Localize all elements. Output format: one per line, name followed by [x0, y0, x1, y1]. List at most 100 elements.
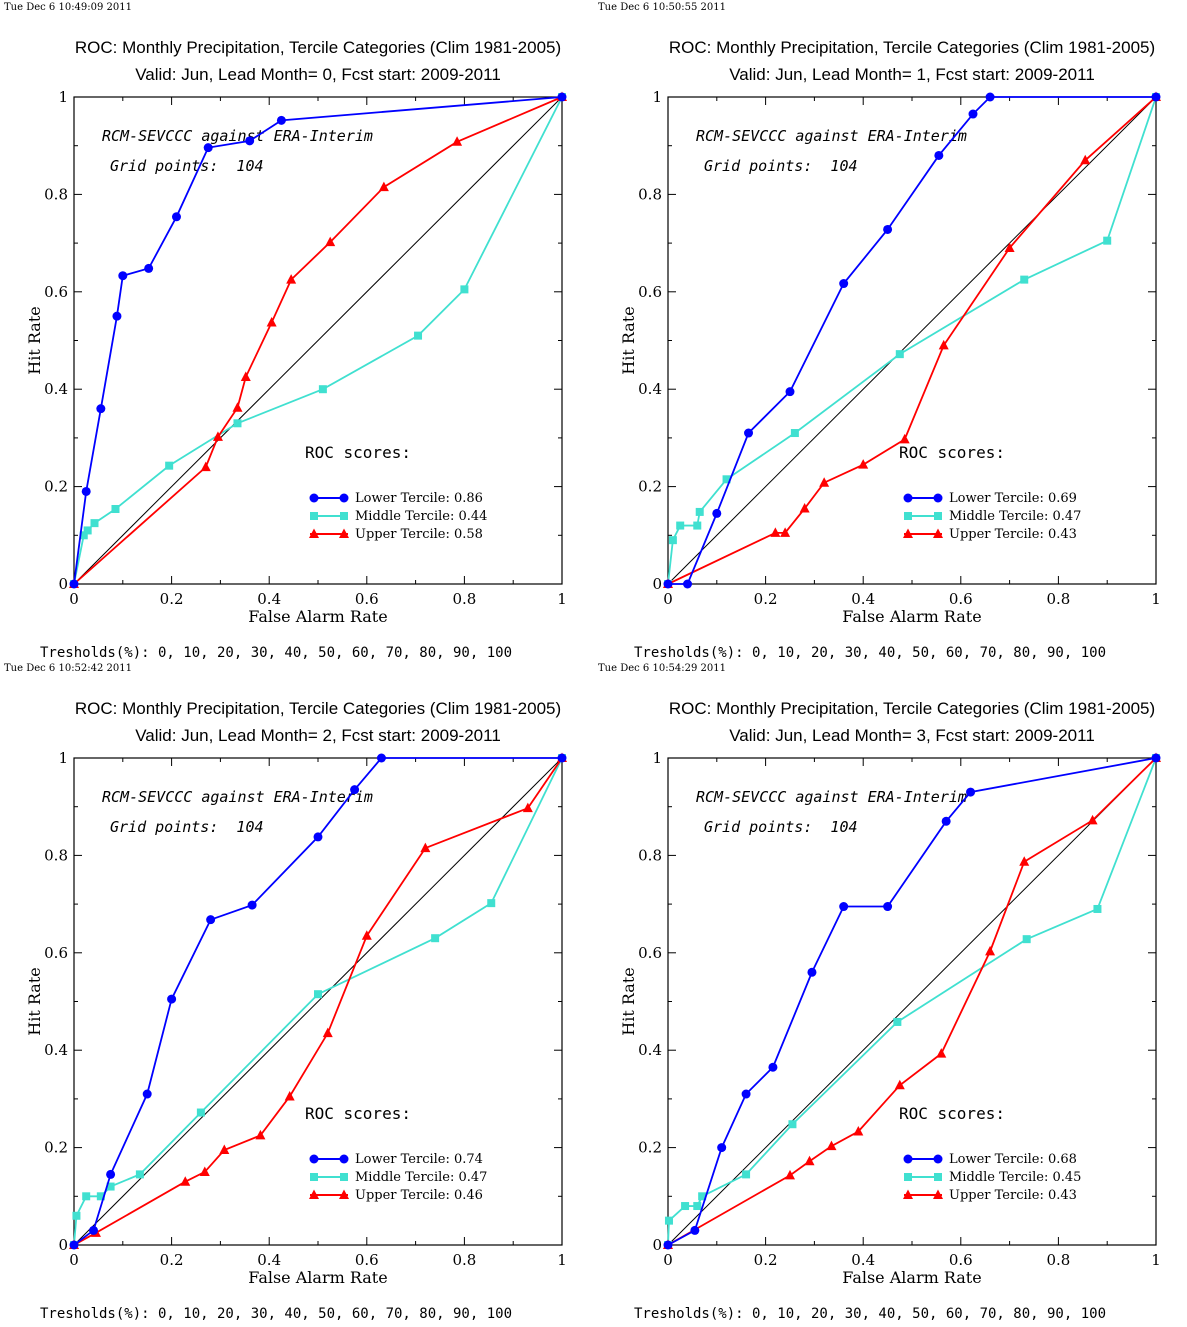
middle-tercile-point	[318, 385, 327, 394]
y-tick-label: 0	[58, 1236, 68, 1254]
middle-tercile-point	[106, 1182, 115, 1191]
middle-tercile-point	[460, 285, 469, 294]
y-axis-label: Hit Rate	[25, 306, 44, 374]
x-tick-label: 0.4	[851, 1251, 875, 1269]
upper-tercile-point	[1004, 242, 1015, 252]
upper-tercile-point	[284, 1090, 295, 1101]
lower-tercile-point	[941, 816, 951, 826]
lower-tercile-point	[167, 994, 177, 1004]
lower-tercile-point	[106, 1169, 116, 1179]
middle-tercile-point	[893, 1017, 902, 1026]
upper-tercile-point	[420, 842, 431, 853]
x-tick-label: 0.8	[452, 1251, 476, 1269]
upper-tercile-point	[286, 274, 297, 284]
middle-tercile-point	[895, 350, 904, 359]
upper-tercile-point	[1087, 814, 1098, 825]
middle-tercile-point	[165, 461, 174, 470]
upper-tercile-point	[322, 1027, 333, 1038]
legend-lower-tercile-marker	[933, 493, 943, 503]
x-tick-label: 0	[69, 590, 79, 608]
lower-tercile-point	[557, 92, 567, 102]
y-tick-label: 0.2	[638, 1139, 662, 1157]
x-tick-label: 0.2	[160, 590, 184, 608]
annotation-source: RCM-SEVCCC against ERA-Interim	[102, 127, 373, 145]
timestamp: Tue Dec 6 10:52:42 2011	[4, 663, 132, 674]
y-tick-label: 0.4	[638, 380, 662, 398]
legend-lower-tercile-marker	[903, 493, 913, 503]
lower-tercile-point	[966, 787, 976, 797]
upper-tercile-point	[452, 136, 463, 146]
legend-upper-tercile-marker	[903, 528, 913, 538]
middle-tercile-point	[135, 1170, 144, 1179]
upper-tercile-point	[785, 1169, 795, 1180]
y-tick-label: 0.8	[638, 185, 662, 203]
legend-middle-tercile-marker	[310, 1173, 318, 1181]
y-tick-label: 0.8	[44, 185, 68, 203]
upper-tercile-point	[858, 459, 869, 469]
upper-tercile-point	[899, 433, 910, 444]
upper-tercile-point	[936, 1048, 947, 1058]
lower-tercile-point	[69, 579, 79, 589]
lower-tercile-point	[663, 1240, 673, 1250]
legend-middle-tercile-label: Middle Tercile: 0.45	[949, 1170, 1081, 1185]
y-axis-label: Hit Rate	[25, 967, 44, 1035]
y-tick-label: 0.2	[44, 1139, 68, 1157]
legend-middle-tercile-marker	[340, 1173, 348, 1181]
x-axis-label: False Alarm Rate	[248, 607, 387, 626]
legend-lower-tercile-marker	[933, 1154, 943, 1164]
lower-tercile-point	[118, 271, 128, 281]
y-tick-label: 0.6	[638, 283, 662, 301]
timestamp: Tue Dec 6 10:54:29 2011	[598, 663, 726, 674]
y-tick-label: 1	[58, 749, 68, 767]
x-tick-label: 1	[557, 1251, 567, 1269]
legend-upper-tercile-marker	[309, 1189, 319, 1199]
x-tick-label: 0.8	[1046, 590, 1070, 608]
lower-tercile-point	[768, 1062, 778, 1072]
lower-tercile-point	[171, 212, 181, 222]
middle-tercile-point	[676, 521, 685, 530]
legend-upper-tercile-marker	[309, 528, 319, 538]
annotation-grid-points: Grid points: 104	[704, 818, 858, 836]
y-axis-label: Hit Rate	[619, 967, 638, 1035]
legend-middle-tercile-label: Middle Tercile: 0.47	[355, 1170, 487, 1185]
y-tick-label: 0	[652, 1236, 662, 1254]
upper-tercile-line	[73, 757, 563, 1246]
x-tick-label: 1	[1151, 1251, 1161, 1269]
lower-tercile-point	[744, 428, 754, 438]
x-tick-label: 1	[1151, 590, 1161, 608]
legend-upper-tercile-marker	[339, 528, 349, 538]
y-tick-label: 0.8	[638, 846, 662, 864]
upper-tercile-point	[894, 1079, 905, 1090]
chart-title: ROC: Monthly Precipitation, Tercile Cate…	[669, 699, 1155, 718]
lower-tercile-point	[883, 902, 893, 912]
lower-tercile-point	[276, 115, 286, 125]
legend-middle-tercile-label: Middle Tercile: 0.47	[949, 509, 1081, 524]
legend-lower-tercile-marker	[339, 493, 349, 503]
legend-lower-tercile-marker	[309, 493, 319, 503]
middle-tercile-point	[96, 1192, 105, 1201]
y-tick-label: 1	[652, 88, 662, 106]
middle-tercile-point	[111, 505, 120, 514]
legend-lower-tercile-marker	[339, 1154, 349, 1164]
legend-upper-tercile-marker	[933, 1189, 943, 1199]
x-tick-label: 0	[663, 590, 673, 608]
middle-tercile-point	[664, 1216, 673, 1225]
upper-tercile-point	[1080, 154, 1091, 165]
legend-lower-tercile-label: Lower Tercile: 0.69	[949, 491, 1077, 506]
x-tick-label: 1	[557, 590, 567, 608]
lower-tercile-point	[807, 967, 817, 977]
annotation-source: RCM-SEVCCC against ERA-Interim	[102, 788, 373, 806]
x-tick-label: 0.4	[851, 590, 875, 608]
middle-tercile-point	[90, 519, 99, 528]
lower-tercile-point	[985, 92, 995, 102]
lower-tercile-point	[144, 263, 154, 273]
legend-title: ROC scores:	[305, 443, 411, 462]
lower-tercile-point	[112, 311, 122, 321]
legend-upper-tercile-label: Upper Tercile: 0.46	[355, 1188, 483, 1203]
upper-tercile-point	[819, 477, 830, 487]
middle-tercile-point	[431, 934, 440, 943]
middle-tercile-point	[742, 1170, 751, 1179]
y-tick-label: 0	[58, 575, 68, 593]
upper-tercile-point	[219, 1144, 230, 1155]
legend-lower-tercile-marker	[309, 1154, 319, 1164]
